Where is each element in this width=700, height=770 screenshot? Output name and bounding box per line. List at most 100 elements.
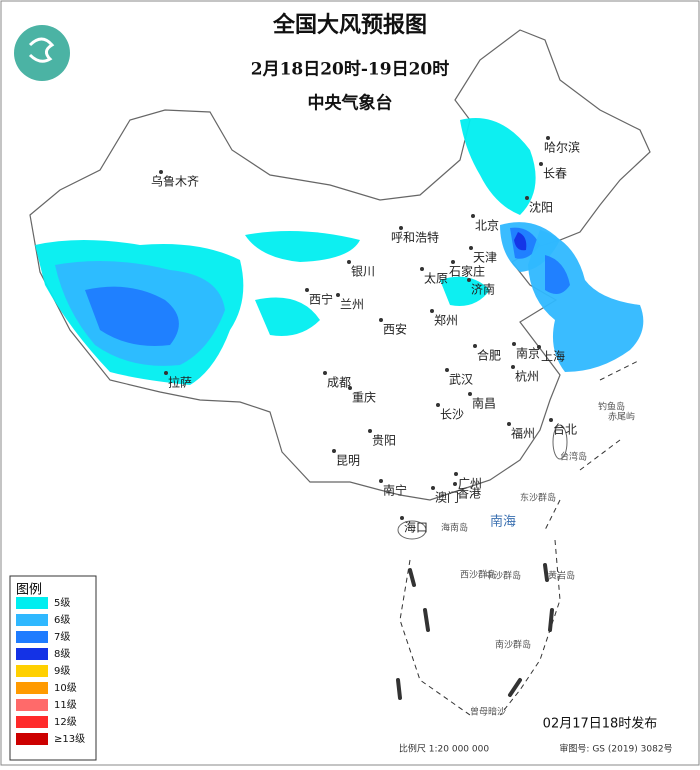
city-dot [431,486,435,490]
island-label: 南沙群岛 [495,639,531,651]
city-label: 北京 [475,219,499,233]
city-dot [471,214,475,218]
legend-label: 8级 [54,648,70,660]
period: 2月18日20时-19日20时 [251,60,450,80]
city-dot [332,449,336,453]
city-label: 广州 [458,477,482,491]
wind-area [545,255,570,294]
island-label: 曾母暗沙 [470,706,506,718]
city-label: 兰州 [340,298,364,312]
legend-swatch [16,597,48,609]
city-dot [512,342,516,346]
city-label: 长沙 [440,408,464,422]
legend-label: 7级 [54,631,70,643]
city-dot [379,479,383,483]
city-label: 哈尔滨 [544,140,580,155]
island-label: 赤尾屿 [608,412,635,423]
city-label: 沈阳 [529,200,553,215]
scale: 比例尺 1:20 000 000 [399,743,489,755]
city-dot [451,260,455,264]
legend-label: 5级 [54,597,70,609]
city-label: 重庆 [352,391,376,405]
legend-swatch [16,614,48,626]
city-label: 长春 [543,167,567,181]
city-dot [305,288,309,292]
city-label: 台北 [553,422,577,437]
city-label: 太原 [424,271,448,286]
city-label: 济南 [471,282,495,297]
city-label: 郑州 [434,313,458,328]
nine-dash [396,563,554,700]
hainan [397,520,427,540]
island-label: 黄岩岛 [548,570,575,582]
legend-label: 10级 [54,682,77,694]
legend-swatch [16,699,48,711]
wind-area [85,286,179,346]
wind-area [245,231,360,262]
city-dot [453,482,457,486]
city-dot [348,386,352,390]
legend-label: 12级 [54,716,77,728]
city-dot [159,170,163,174]
island-label: 中沙群岛 [485,570,521,582]
island-label: 海南岛 [441,522,468,534]
city-label: 乌鲁木齐 [151,174,199,189]
island-label: 台湾岛 [560,451,587,463]
wind-areas [35,118,644,385]
legend-swatch [16,682,48,694]
wind-area [514,232,527,251]
legend-swatch [16,716,48,728]
taiwan [552,424,568,460]
island-label: 东沙群岛 [520,492,556,504]
city-dot [454,472,458,476]
city-label: 呼和浩特 [391,230,439,245]
legend-label: 11级 [54,699,77,711]
city-dot [467,278,471,282]
city-dot [323,371,327,375]
wind-area [460,118,536,215]
city-dot [430,309,434,313]
legend-swatch [16,665,48,677]
city-dot [445,368,449,372]
city-label: 上海 [541,349,565,364]
city-dot [164,371,168,375]
city-label: 杭州 [515,369,539,384]
logo-mark [28,37,55,63]
sea-label: 南海 [490,514,516,530]
city-dot [473,344,477,348]
city-label: 福州 [511,426,535,441]
city-label: 成都 [327,376,351,390]
city-label: 天津 [473,251,497,265]
legend-swatch [16,648,48,660]
city-dot [336,293,340,297]
city-dot [400,516,404,520]
city-label: 拉萨 [168,375,192,390]
city-label: 海口 [404,520,428,535]
city-dot [399,226,403,230]
legend-swatch [16,631,48,643]
city-label: 银川 [351,265,375,279]
city-label: 武汉 [449,373,473,387]
city-dot [539,162,543,166]
city-label: 石家庄 [449,264,485,279]
city-label: 香港 [457,487,481,501]
city-dot [549,418,553,422]
legend-title: 图例 [16,583,42,598]
city-dot [525,196,529,200]
city-label: 昆明 [336,454,360,468]
issuer: 中央气象台 [308,93,393,114]
city-dot [546,136,550,140]
city-dot [511,365,515,369]
city-dot [468,392,472,396]
maritime-lines [399,359,641,716]
city-dot [347,260,351,264]
legend-label: 6级 [54,614,70,626]
title: 全国大风预报图 [272,12,427,38]
city-label: 西安 [383,322,407,337]
city-dot [469,246,473,250]
legend-swatch [16,733,48,745]
city-dot [368,429,372,433]
city-label: 合肥 [477,348,501,363]
city-label: 南宁 [383,483,407,498]
